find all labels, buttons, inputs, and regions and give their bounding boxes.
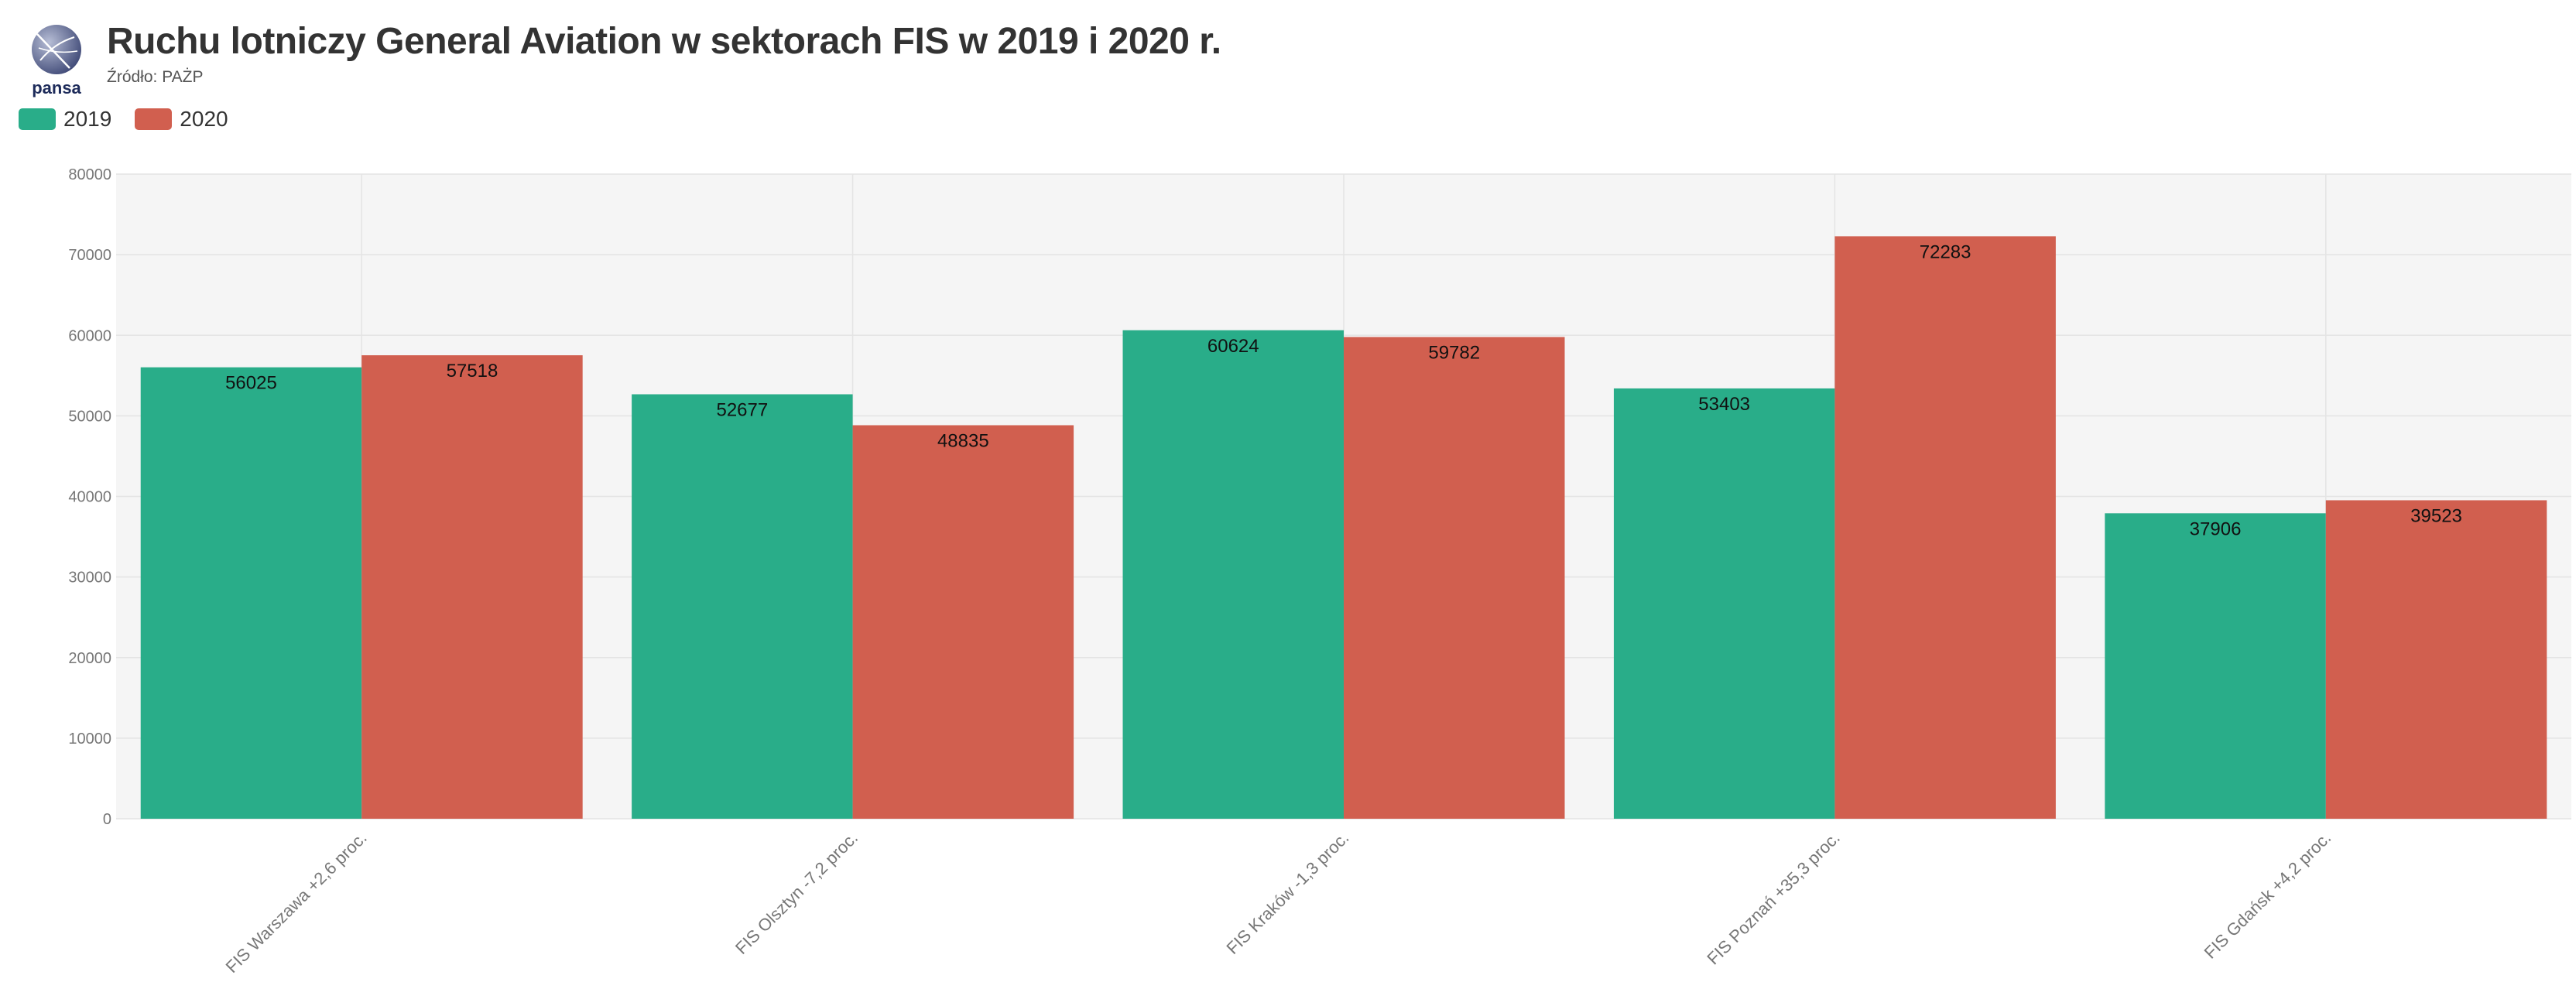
bar-2019 xyxy=(140,367,362,820)
bar-2019 xyxy=(1122,330,1344,820)
x-tick-label: FIS Gdańsk +4,2 proc. xyxy=(2201,828,2335,963)
bar-2020 xyxy=(852,425,1074,819)
data-label-2020: 57518 xyxy=(447,361,498,382)
data-label-2019: 56025 xyxy=(225,373,277,394)
data-label-2019: 60624 xyxy=(1208,336,1259,357)
bar-2020 xyxy=(2325,500,2547,819)
legend-swatch-2019 xyxy=(19,108,56,130)
bar-2019 xyxy=(2105,513,2326,819)
y-tick-label: 60000 xyxy=(68,327,111,344)
y-tick-label: 70000 xyxy=(68,247,111,264)
legend-swatch-2020 xyxy=(135,108,173,130)
x-tick-label: FIS Kraków -1,3 proc. xyxy=(1222,828,1352,958)
y-tick-label: 50000 xyxy=(68,408,111,425)
y-tick-label: 0 xyxy=(103,811,111,828)
legend-item-2020[interactable]: 2020 xyxy=(135,107,228,132)
data-label-2020: 72283 xyxy=(1920,241,1971,262)
legend-item-2019[interactable]: 2019 xyxy=(19,107,111,132)
data-label-2019: 52677 xyxy=(716,400,768,421)
y-tick-label: 30000 xyxy=(68,570,111,587)
bar-2019 xyxy=(1613,388,1835,819)
data-label-2020: 39523 xyxy=(2410,505,2462,526)
bar-2020 xyxy=(1834,236,2056,819)
chart-legend: 2019 2020 xyxy=(19,107,228,132)
chart-source: Źródło: PAŻP xyxy=(107,68,204,86)
logo-text: pansa xyxy=(32,78,81,98)
data-label-2020: 59782 xyxy=(1428,343,1480,364)
y-tick-label: 40000 xyxy=(68,489,111,506)
bar-2020 xyxy=(1344,337,1565,820)
x-tick-label: FIS Warszawa +2,6 proc. xyxy=(222,828,371,977)
data-label-2020: 48835 xyxy=(937,431,989,452)
globe-icon xyxy=(32,25,81,74)
y-tick-label: 20000 xyxy=(68,650,111,667)
data-label-2019: 37906 xyxy=(2190,518,2242,539)
bar-2020 xyxy=(361,355,583,819)
x-tick-label: FIS Olsztyn -7,2 proc. xyxy=(731,828,862,958)
x-tick-label: FIS Poznań +35,3 proc. xyxy=(1703,828,1844,969)
pansa-logo: pansa xyxy=(23,20,93,101)
y-tick-label: 10000 xyxy=(68,731,111,748)
bar-2019 xyxy=(632,394,853,819)
legend-label-2019: 2019 xyxy=(63,107,112,131)
y-tick-label: 80000 xyxy=(68,166,111,183)
legend-label-2020: 2020 xyxy=(180,107,228,131)
chart-title: Ruchu lotniczy General Aviation w sektor… xyxy=(107,21,1221,62)
data-label-2019: 53403 xyxy=(1698,394,1750,415)
